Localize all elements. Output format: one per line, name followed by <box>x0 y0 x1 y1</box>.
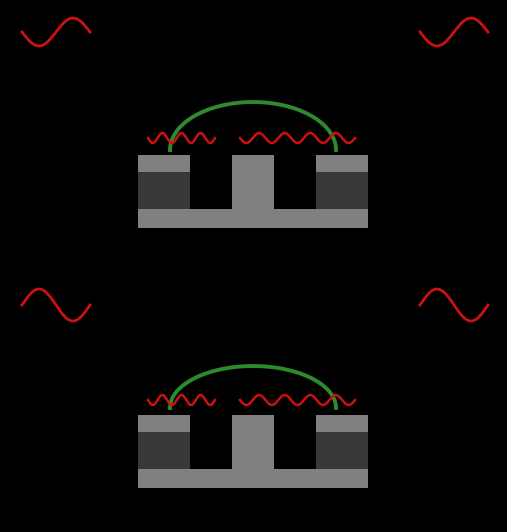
Bar <box>138 415 190 469</box>
Bar <box>316 155 368 209</box>
Bar <box>316 172 368 209</box>
Bar <box>138 155 190 209</box>
Bar <box>138 469 368 487</box>
Bar <box>232 415 274 469</box>
Bar <box>138 209 368 228</box>
Bar <box>138 172 190 209</box>
Bar <box>138 433 190 469</box>
Bar <box>232 155 274 209</box>
Bar <box>316 415 368 469</box>
Bar <box>316 433 368 469</box>
